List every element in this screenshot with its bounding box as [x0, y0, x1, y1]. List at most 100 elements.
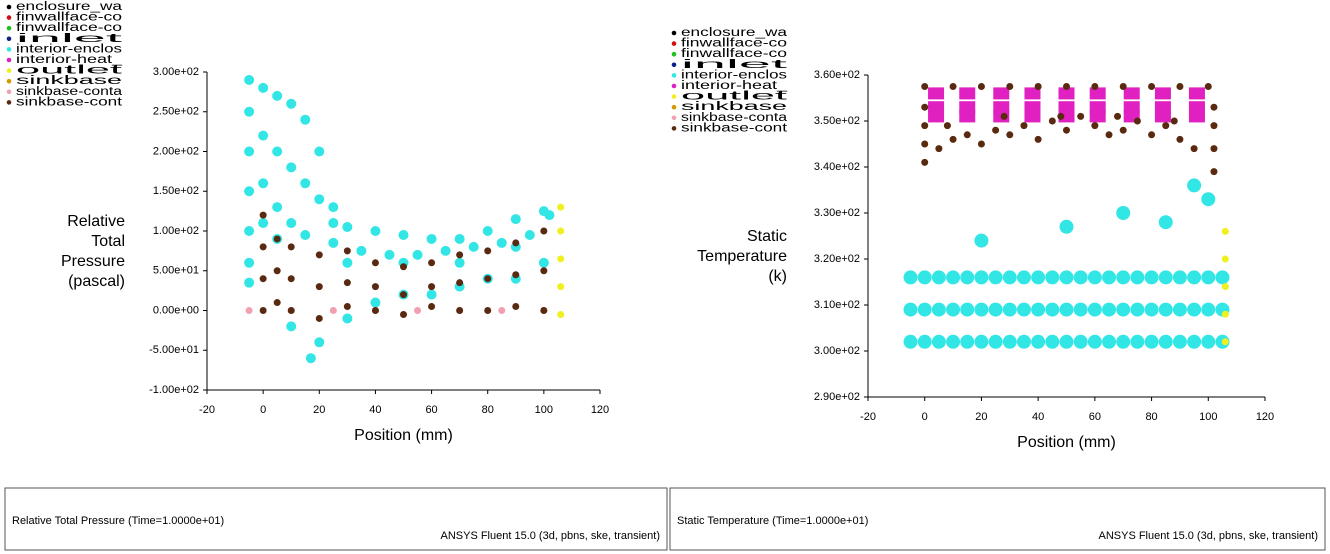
y-tick-label: 2.50e+02: [153, 106, 199, 118]
point: [329, 307, 337, 314]
point: [1059, 302, 1074, 317]
point: [988, 270, 1003, 285]
point: [1172, 334, 1187, 349]
point: [426, 289, 437, 300]
point: [538, 257, 549, 268]
point: [946, 270, 961, 285]
legend-marker: [6, 36, 12, 42]
point: [328, 202, 339, 213]
point: [1176, 135, 1184, 143]
point: [412, 249, 423, 260]
legend-label: sinkbase-conta: [16, 86, 123, 98]
point: [328, 218, 339, 229]
y-tick-label: 1.00e+02: [153, 225, 199, 237]
point: [946, 302, 961, 317]
point: [1016, 270, 1031, 285]
footer-title: Relative Total Pressure (Time=1.0000e+01…: [12, 515, 224, 527]
point: [1105, 131, 1113, 139]
point: [484, 247, 492, 255]
point: [974, 270, 989, 285]
point: [1059, 334, 1074, 349]
y-axis-label: Temperature: [697, 248, 787, 265]
legend-marker: [6, 15, 12, 20]
legend-label: enclosure_wa: [16, 1, 123, 13]
point: [1190, 145, 1198, 153]
x-tick-label: 20: [313, 404, 325, 416]
point: [544, 210, 555, 221]
legend-label: outlet: [681, 91, 790, 103]
point: [1031, 334, 1046, 349]
point: [1034, 83, 1042, 90]
x-tick-label: -20: [199, 404, 215, 416]
point: [903, 270, 918, 285]
point: [1034, 135, 1042, 143]
point: [928, 87, 945, 100]
point: [272, 146, 283, 157]
point: [484, 307, 492, 314]
point: [1187, 302, 1202, 317]
point: [1045, 302, 1060, 317]
x-tick-label: 120: [591, 404, 609, 416]
y-tick-label: -5.00e+01: [149, 344, 199, 356]
point: [287, 243, 295, 251]
legend-label: interior-enclos: [681, 69, 787, 81]
point: [245, 307, 253, 314]
point: [244, 74, 255, 85]
point: [1102, 302, 1117, 317]
footer-info: ANSYS Fluent 15.0 (3d, pbns, ske, transi…: [1098, 530, 1318, 542]
y-tick-label: 1.50e+02: [153, 185, 199, 197]
point: [287, 307, 295, 314]
point: [258, 178, 269, 189]
point: [1116, 206, 1131, 220]
point: [1201, 302, 1216, 317]
point: [1188, 101, 1205, 114]
point: [1187, 270, 1202, 285]
point: [1172, 302, 1187, 317]
legend-marker: [6, 25, 12, 31]
point: [1119, 126, 1127, 134]
point: [960, 302, 975, 317]
point: [244, 146, 255, 157]
point: [315, 251, 323, 259]
point: [1133, 117, 1141, 125]
point: [428, 283, 436, 291]
point: [977, 83, 985, 90]
point: [949, 83, 957, 90]
point: [1210, 103, 1218, 111]
point: [1187, 178, 1202, 193]
point: [1144, 302, 1159, 317]
point: [959, 87, 976, 100]
footer-box: [669, 487, 1326, 551]
point: [1221, 283, 1229, 291]
point: [1059, 270, 1074, 285]
point: [1176, 83, 1184, 90]
x-tick-label: 100: [1199, 411, 1217, 423]
point: [988, 334, 1003, 349]
y-axis-label: Pressure: [61, 253, 125, 270]
point: [935, 145, 943, 153]
y-tick-label: 2.00e+02: [153, 145, 199, 157]
point: [414, 307, 422, 314]
footer-box: [4, 487, 668, 551]
point: [1210, 168, 1218, 176]
point: [426, 233, 437, 244]
y-axis-label: Static: [747, 228, 787, 245]
point: [244, 257, 255, 268]
point: [1204, 83, 1212, 90]
y-tick-label: 3.20e+02: [814, 253, 860, 265]
point: [1215, 270, 1230, 285]
point: [286, 321, 297, 332]
x-tick-label: 40: [369, 404, 381, 416]
x-tick-label: 60: [1089, 411, 1101, 423]
point: [343, 247, 351, 255]
y-tick-label: 3.00e+02: [814, 345, 860, 357]
point: [1006, 131, 1014, 139]
legend-marker: [671, 41, 677, 46]
point: [259, 211, 267, 219]
point: [1154, 87, 1171, 100]
point: [1024, 110, 1041, 123]
y-tick-label: 3.10e+02: [814, 299, 860, 311]
point: [498, 307, 506, 314]
point: [315, 283, 323, 291]
point: [384, 249, 395, 260]
